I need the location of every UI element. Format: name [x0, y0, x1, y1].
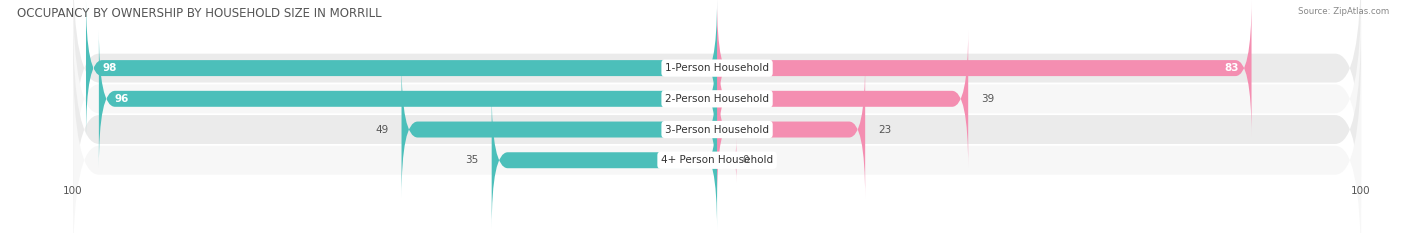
FancyBboxPatch shape — [73, 0, 1361, 177]
FancyBboxPatch shape — [717, 61, 865, 198]
FancyBboxPatch shape — [402, 61, 717, 198]
Text: 83: 83 — [1225, 63, 1239, 73]
Text: OCCUPANCY BY OWNERSHIP BY HOUSEHOLD SIZE IN MORRILL: OCCUPANCY BY OWNERSHIP BY HOUSEHOLD SIZE… — [17, 7, 381, 20]
FancyBboxPatch shape — [717, 137, 737, 183]
Text: 98: 98 — [103, 63, 117, 73]
Text: 2-Person Household: 2-Person Household — [665, 94, 769, 104]
Text: 3-Person Household: 3-Person Household — [665, 124, 769, 134]
Text: 96: 96 — [115, 94, 129, 104]
FancyBboxPatch shape — [492, 91, 717, 229]
FancyBboxPatch shape — [73, 21, 1361, 233]
Text: 39: 39 — [981, 94, 994, 104]
FancyBboxPatch shape — [717, 0, 1251, 137]
FancyBboxPatch shape — [717, 30, 969, 168]
FancyBboxPatch shape — [98, 30, 717, 168]
Text: 1-Person Household: 1-Person Household — [665, 63, 769, 73]
Text: Source: ZipAtlas.com: Source: ZipAtlas.com — [1298, 7, 1389, 16]
FancyBboxPatch shape — [86, 0, 717, 137]
Text: 4+ Person Household: 4+ Person Household — [661, 155, 773, 165]
Text: 49: 49 — [375, 124, 388, 134]
Text: 0: 0 — [742, 155, 749, 165]
FancyBboxPatch shape — [73, 52, 1361, 233]
FancyBboxPatch shape — [73, 0, 1361, 207]
Text: 23: 23 — [877, 124, 891, 134]
Text: 35: 35 — [465, 155, 479, 165]
